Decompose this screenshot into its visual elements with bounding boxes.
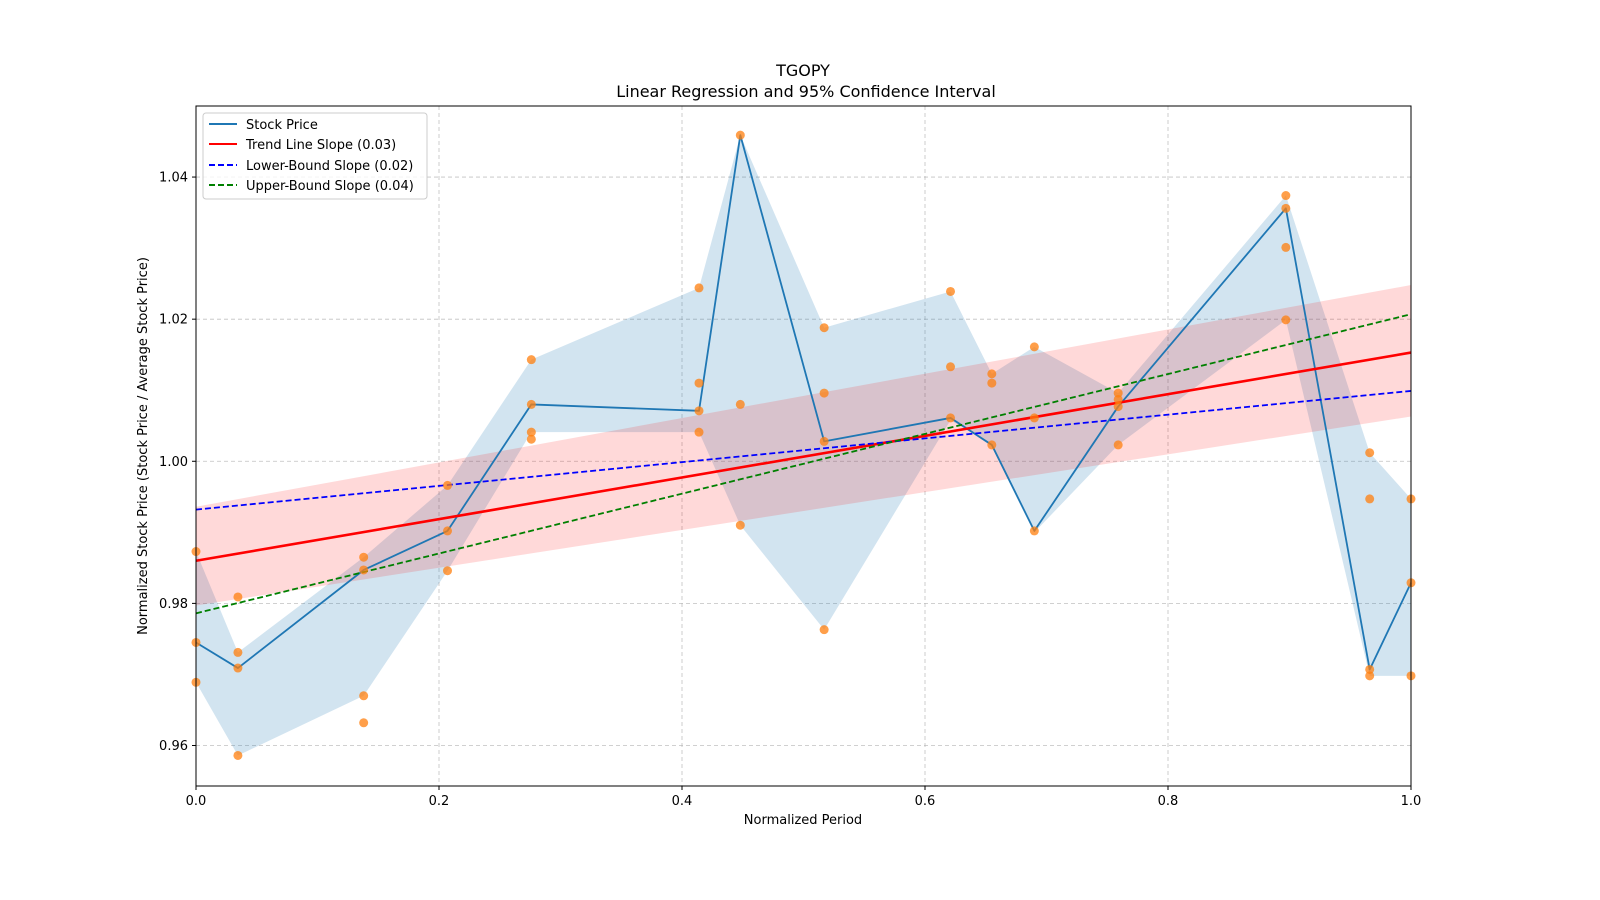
- plot-frame: [195, 105, 1412, 787]
- scatter-point: [443, 526, 453, 536]
- legend-label-trend-line: Trend Line Slope (0.03): [245, 138, 396, 153]
- scatter-point: [1113, 394, 1123, 404]
- legend-label-stock-price: Stock Price: [246, 118, 318, 133]
- scatter-point: [946, 362, 956, 372]
- scatter-point: [987, 369, 997, 379]
- x-tick-label: 0.2: [429, 794, 450, 809]
- scatter-point: [359, 565, 369, 575]
- y-tick-label: 1.00: [159, 455, 188, 470]
- scatter-point: [1113, 440, 1123, 450]
- x-tick-label: 0.8: [1158, 794, 1179, 809]
- x-tick-label: 0.4: [672, 794, 693, 809]
- scatter-point: [359, 718, 369, 728]
- scatter-point: [1113, 402, 1123, 412]
- scatter-point: [819, 388, 829, 398]
- scatter-point: [233, 663, 243, 673]
- scatter-point: [1029, 413, 1039, 423]
- scatter-point: [819, 625, 829, 635]
- chart-title: TGOPY: [775, 61, 830, 80]
- scatter-point: [694, 406, 704, 416]
- y-axis-ticks: 0.96 0.98 1.00 1.02 1.04: [159, 171, 196, 754]
- scatter-point: [359, 691, 369, 701]
- y-tick-label: 0.98: [159, 597, 188, 612]
- trend-line: [195, 351, 1412, 563]
- scatter-point: [1365, 494, 1375, 504]
- x-axis-ticks: 0.0 0.2 0.4 0.6 0.8 1.0: [186, 786, 1422, 809]
- legend-box: [202, 112, 428, 200]
- scatter-point: [735, 130, 745, 140]
- x-tick-label: 0.6: [915, 794, 936, 809]
- scatter-point: [443, 566, 453, 576]
- scatter-point: [526, 399, 536, 409]
- scatter-points: [191, 130, 1416, 760]
- scatter-point: [359, 552, 369, 562]
- scatter-point: [819, 436, 829, 446]
- y-axis-label: Normalized Stock Price (Stock Price / Av…: [136, 257, 151, 635]
- scatter-point: [233, 647, 243, 657]
- scatter-point: [1113, 388, 1123, 398]
- scatter-point: [443, 480, 453, 490]
- confidence-interval-band: [196, 285, 1411, 606]
- scatter-point: [694, 283, 704, 293]
- scatter-point: [946, 286, 956, 296]
- y-tick-label: 1.04: [159, 171, 188, 186]
- scatter-point: [1365, 448, 1375, 458]
- confidence-band-area: [196, 285, 1411, 606]
- scatter-point: [1281, 203, 1291, 213]
- scatter-point: [233, 592, 243, 602]
- x-tick-label: 0.0: [186, 794, 207, 809]
- scatter-point: [1281, 191, 1291, 201]
- scatter-point: [946, 413, 956, 423]
- price-range-band-area: [196, 135, 1411, 756]
- scatter-point: [526, 427, 536, 437]
- y-tick-label: 1.02: [159, 313, 188, 328]
- scatter-point: [526, 434, 536, 444]
- scatter-point: [694, 378, 704, 388]
- scatter-point: [233, 750, 243, 760]
- scatter-point: [1029, 342, 1039, 352]
- lower-bound-line: [195, 390, 1412, 511]
- scatter-point: [987, 378, 997, 388]
- legend-item-lower-bound: Lower-Bound Slope (0.02): [209, 159, 413, 174]
- legend-label-upper-bound: Upper-Bound Slope (0.04): [246, 179, 414, 194]
- scatter-point: [1281, 315, 1291, 325]
- x-axis-label: Normalized Period: [744, 813, 862, 828]
- scatter-point: [735, 520, 745, 530]
- scatter-point: [1365, 671, 1375, 681]
- scatter-point: [1281, 242, 1291, 252]
- legend-item-upper-bound: Upper-Bound Slope (0.04): [209, 179, 414, 194]
- upper-bound-line: [195, 313, 1412, 615]
- scatter-point: [1029, 526, 1039, 536]
- scatter-point: [987, 440, 997, 450]
- x-tick-label: 1.0: [1401, 794, 1422, 809]
- legend-item-stock-price: Stock Price: [209, 118, 318, 133]
- legend-label-lower-bound: Lower-Bound Slope (0.02): [246, 159, 413, 174]
- scatter-point: [526, 355, 536, 365]
- chart-subtitle: Linear Regression and 95% Confidence Int…: [616, 82, 996, 101]
- scatter-point: [819, 323, 829, 333]
- scatter-point: [735, 399, 745, 409]
- legend: Stock Price Trend Line Slope (0.03) Lowe…: [202, 112, 428, 200]
- scatter-point: [1365, 664, 1375, 674]
- legend-item-trend-line: Trend Line Slope (0.03): [209, 138, 396, 153]
- price-range-band: [196, 135, 1411, 756]
- scatter-point: [694, 427, 704, 437]
- y-tick-label: 0.96: [159, 739, 188, 754]
